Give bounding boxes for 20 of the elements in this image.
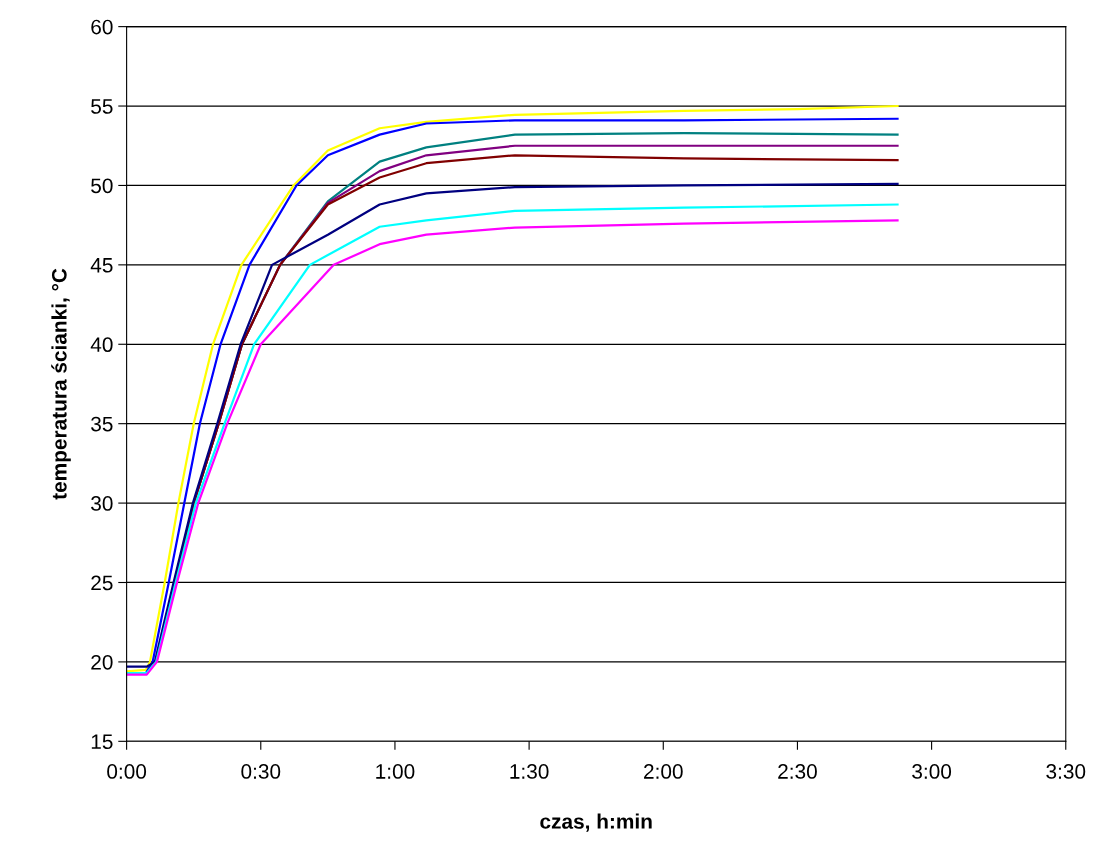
y-tick-label: 30	[91, 496, 113, 511]
x-tick-label: 1:30	[510, 764, 549, 779]
y-tick-label: 20	[91, 654, 113, 670]
y-tick-label: 45	[90, 258, 113, 273]
y-tick-label: 40	[90, 337, 113, 353]
y-tick-label: 55	[91, 99, 113, 114]
x-tick-label: 2:30	[778, 764, 817, 779]
y-tick-label: 25	[91, 575, 113, 591]
y-tick-label: 50	[91, 178, 113, 194]
x-tick-label: 3:30	[1046, 764, 1086, 779]
y-tick-label: 15	[91, 734, 113, 750]
y-tick-label: 60	[91, 19, 113, 35]
y-tick-label: 35	[91, 416, 113, 432]
x-tick-label: 2:00	[644, 764, 683, 779]
y-axis-title: temperatura ścianki, °C	[51, 268, 71, 500]
x-tick-label: 0:00	[107, 764, 147, 779]
x-tick-label: 0:30	[241, 764, 281, 779]
x-axis-title: czas, h:min	[540, 813, 652, 832]
x-tick-label: 3:00	[912, 764, 952, 779]
x-tick-label: 1:00	[376, 764, 415, 779]
